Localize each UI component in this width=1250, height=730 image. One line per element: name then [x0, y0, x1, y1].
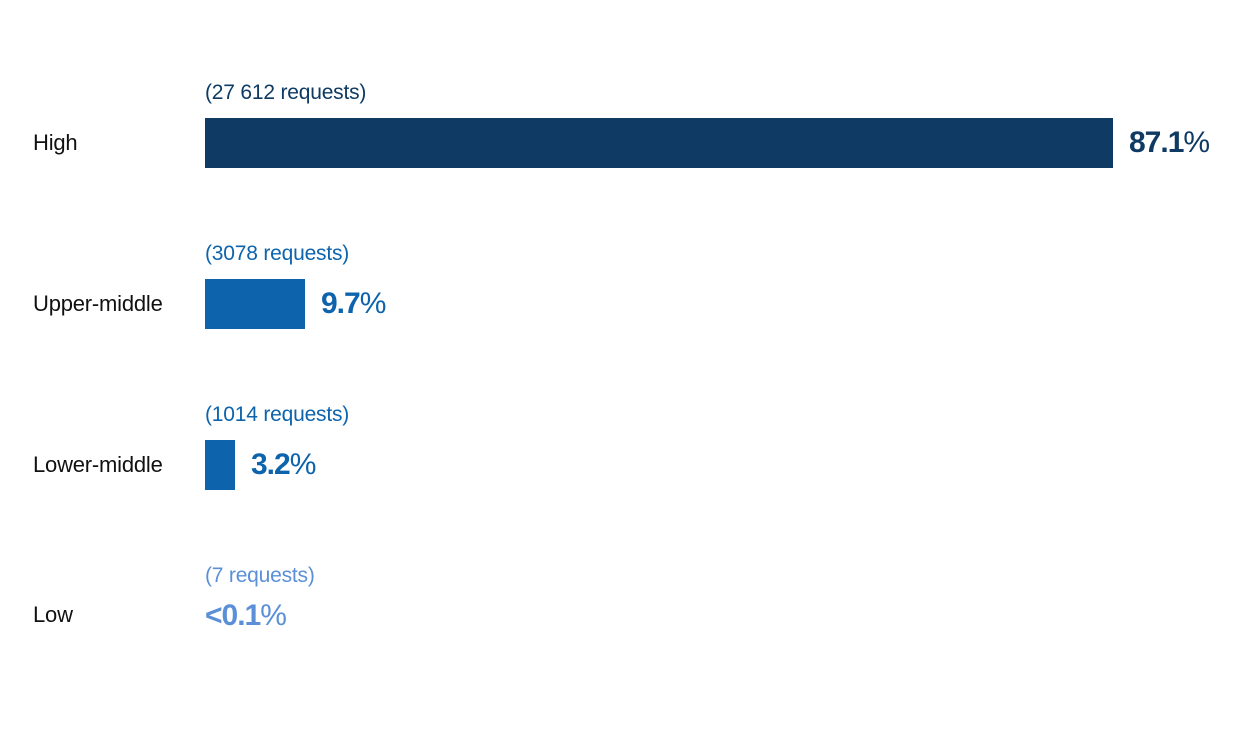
percent-value: 9.7 — [321, 287, 361, 320]
percent-sign: % — [289, 448, 317, 481]
bar — [205, 118, 1113, 168]
chart-row-lower-middle: Lower-middle (1014 requests) 3.2% — [0, 404, 1250, 490]
chart-row-upper-middle: Upper-middle (3078 requests) 9.7% — [0, 243, 1250, 329]
category-label-high: High — [33, 130, 78, 155]
percent-label: 87.1% — [1129, 126, 1210, 160]
category-label-upper-middle: Upper-middle — [33, 291, 163, 316]
row-content: (7 requests) <0.1% — [205, 564, 1250, 633]
percent-label: <0.1% — [205, 599, 287, 633]
row-content: (3078 requests) 9.7% — [205, 243, 1250, 329]
request-count-label: (7 requests) — [205, 564, 315, 587]
bar-line: 3.2% — [205, 440, 1250, 490]
bar-line: 87.1% — [205, 118, 1250, 168]
chart-row-high: High (27 612 requests) 87.1% — [0, 82, 1250, 168]
percent-label: 9.7% — [321, 287, 386, 321]
bar-line: 9.7% — [205, 279, 1250, 329]
request-count-label: (1014 requests) — [205, 403, 350, 426]
category-label-lower-middle: Lower-middle — [33, 452, 163, 477]
row-content: (1014 requests) 3.2% — [205, 404, 1250, 490]
percent-sign: % — [1183, 126, 1211, 159]
row-content: (27 612 requests) 87.1% — [205, 82, 1250, 168]
percent-value: <0.1 — [205, 599, 261, 632]
bar — [205, 279, 305, 329]
percent-sign: % — [359, 287, 387, 320]
percent-sign: % — [260, 599, 287, 632]
percent-value: 3.2 — [251, 448, 291, 481]
request-count-label: (3078 requests) — [205, 242, 350, 265]
bar — [205, 440, 235, 490]
percent-label: 3.2% — [251, 448, 316, 482]
bar-line: <0.1% — [205, 599, 1250, 633]
request-count-label: (27 612 requests) — [205, 81, 367, 104]
chart-row-low: Low (7 requests) <0.1% — [0, 564, 1250, 633]
category-label-low: Low — [33, 602, 73, 627]
percent-value: 87.1 — [1129, 126, 1184, 159]
